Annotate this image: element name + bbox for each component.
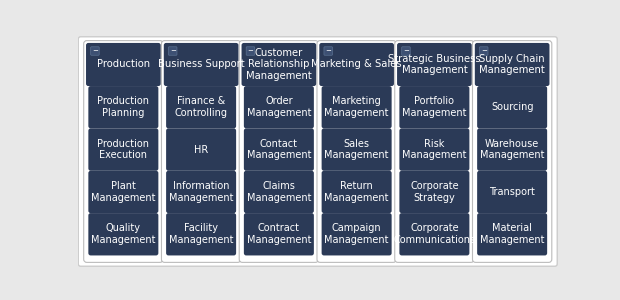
Text: −: − <box>170 48 175 54</box>
Text: Production: Production <box>97 59 150 70</box>
Text: Facility
Management: Facility Management <box>169 224 233 245</box>
FancyBboxPatch shape <box>86 43 161 86</box>
FancyBboxPatch shape <box>161 40 241 262</box>
FancyBboxPatch shape <box>397 43 472 86</box>
Text: Production
Planning: Production Planning <box>97 96 149 118</box>
Text: −: − <box>247 48 254 54</box>
FancyBboxPatch shape <box>324 47 332 55</box>
FancyBboxPatch shape <box>84 40 163 262</box>
Text: Marketing
Management: Marketing Management <box>324 96 389 118</box>
Text: Claims
Management: Claims Management <box>247 181 311 203</box>
Text: −: − <box>326 48 331 54</box>
FancyBboxPatch shape <box>402 47 410 55</box>
FancyBboxPatch shape <box>88 86 158 128</box>
FancyBboxPatch shape <box>166 128 236 171</box>
Text: Warehouse
Management: Warehouse Management <box>480 139 544 160</box>
FancyBboxPatch shape <box>166 86 236 128</box>
FancyBboxPatch shape <box>477 171 547 213</box>
FancyBboxPatch shape <box>399 171 469 213</box>
Text: Supply Chain
Management: Supply Chain Management <box>479 54 545 75</box>
FancyBboxPatch shape <box>91 47 99 55</box>
FancyBboxPatch shape <box>319 43 394 86</box>
FancyBboxPatch shape <box>322 213 392 256</box>
FancyBboxPatch shape <box>169 47 177 55</box>
FancyBboxPatch shape <box>322 171 392 213</box>
Text: Campaign
Management: Campaign Management <box>324 224 389 245</box>
FancyBboxPatch shape <box>239 40 319 262</box>
FancyBboxPatch shape <box>477 128 547 171</box>
Text: Contact
Management: Contact Management <box>247 139 311 160</box>
FancyBboxPatch shape <box>244 128 314 171</box>
FancyBboxPatch shape <box>88 128 158 171</box>
FancyBboxPatch shape <box>88 213 158 256</box>
FancyBboxPatch shape <box>244 213 314 256</box>
Text: Quality
Management: Quality Management <box>91 224 156 245</box>
FancyBboxPatch shape <box>164 43 239 86</box>
Text: Risk
Management: Risk Management <box>402 139 467 160</box>
FancyBboxPatch shape <box>477 213 547 256</box>
FancyBboxPatch shape <box>399 213 469 256</box>
FancyBboxPatch shape <box>244 86 314 128</box>
Text: Strategic Business
Management: Strategic Business Management <box>388 54 480 75</box>
FancyBboxPatch shape <box>88 171 158 213</box>
Text: Transport: Transport <box>489 187 535 197</box>
Text: Plant
Management: Plant Management <box>91 181 156 203</box>
Text: Order
Management: Order Management <box>247 96 311 118</box>
FancyBboxPatch shape <box>78 37 557 266</box>
FancyBboxPatch shape <box>317 40 396 262</box>
FancyBboxPatch shape <box>244 171 314 213</box>
FancyBboxPatch shape <box>322 86 392 128</box>
Text: Sourcing: Sourcing <box>491 102 533 112</box>
Text: Material
Management: Material Management <box>480 224 544 245</box>
FancyBboxPatch shape <box>472 40 552 262</box>
Text: HR: HR <box>194 145 208 154</box>
Text: −: − <box>480 48 487 54</box>
FancyBboxPatch shape <box>166 171 236 213</box>
FancyBboxPatch shape <box>242 43 316 86</box>
FancyBboxPatch shape <box>166 213 236 256</box>
Text: Finance &
Controlling: Finance & Controlling <box>175 96 228 118</box>
Text: Marketing & Sales: Marketing & Sales <box>311 59 402 70</box>
Text: Sales
Management: Sales Management <box>324 139 389 160</box>
FancyBboxPatch shape <box>395 40 474 262</box>
FancyBboxPatch shape <box>399 128 469 171</box>
Text: Production
Execution: Production Execution <box>97 139 149 160</box>
Text: Corporate
Communications: Corporate Communications <box>393 224 476 245</box>
Text: Customer
Relationship
Management: Customer Relationship Management <box>246 48 312 81</box>
Text: Information
Management: Information Management <box>169 181 233 203</box>
Text: −: − <box>92 48 98 54</box>
FancyBboxPatch shape <box>399 86 469 128</box>
FancyBboxPatch shape <box>477 86 547 128</box>
FancyBboxPatch shape <box>246 47 255 55</box>
FancyBboxPatch shape <box>322 128 392 171</box>
FancyBboxPatch shape <box>475 43 549 86</box>
Text: Return
Management: Return Management <box>324 181 389 203</box>
Text: Business Support: Business Support <box>158 59 244 70</box>
Text: −: − <box>403 48 409 54</box>
Text: Contract
Management: Contract Management <box>247 224 311 245</box>
FancyBboxPatch shape <box>479 47 488 55</box>
Text: Portfolio
Management: Portfolio Management <box>402 96 467 118</box>
Text: Corporate
Strategy: Corporate Strategy <box>410 181 459 203</box>
